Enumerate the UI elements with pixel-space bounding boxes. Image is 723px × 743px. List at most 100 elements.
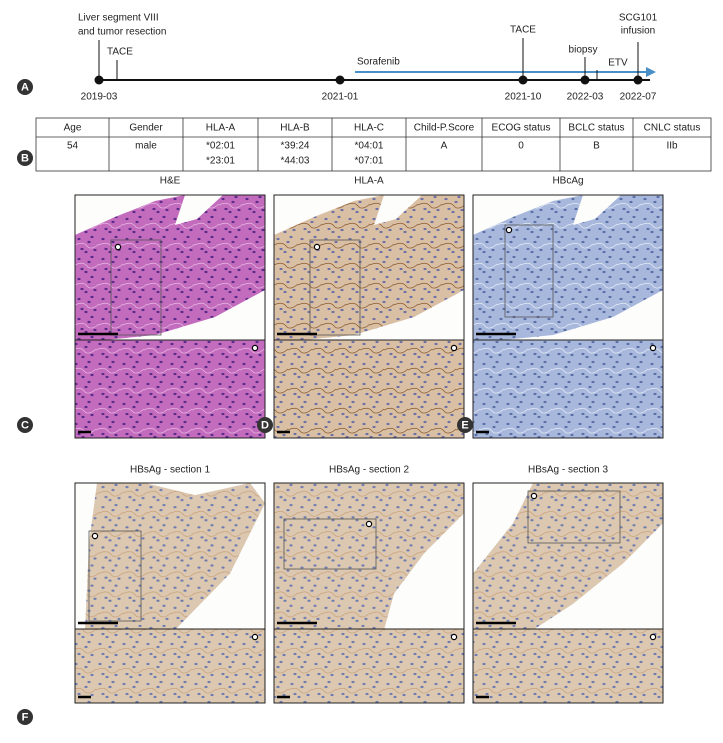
table-cell: B [593, 141, 600, 152]
zoom-box [527, 490, 621, 544]
zoom-box [283, 518, 377, 570]
panel-label: B [21, 152, 29, 164]
image-frame [74, 339, 266, 439]
panel-label-badge [457, 417, 473, 433]
zoom-image [274, 629, 464, 703]
marker [450, 344, 458, 352]
panel-title: HBcAg [552, 176, 583, 187]
panel-label-badge [17, 79, 33, 95]
panel-label-badge [17, 150, 33, 166]
zoom-image [473, 629, 663, 703]
marker [530, 492, 538, 500]
zoom-image [75, 340, 265, 438]
table-cell: *02:01 [206, 141, 235, 152]
event-label: Liver segment VIII [78, 13, 159, 24]
marker [114, 243, 122, 251]
table-cell: 0 [518, 141, 524, 152]
table-header: HLA-B [280, 123, 310, 134]
date-label: 2021-10 [505, 92, 542, 103]
zoom-image [274, 340, 464, 438]
histology: H&E HLA-A HBcAg HBsAg - section 1 HBsAg - se… [74, 176, 664, 704]
marker [649, 344, 657, 352]
date-label: 2021-01 [322, 92, 359, 103]
panel-title: HBsAg - section 2 [329, 465, 409, 476]
event-label: TACE [107, 47, 133, 58]
table-cell: *04:01 [355, 141, 384, 152]
tissue [473, 195, 663, 340]
panel-label: F [22, 711, 29, 723]
panel-label: C [21, 419, 29, 431]
panel-label-badge [17, 417, 33, 433]
zoom-box [88, 530, 142, 622]
table-cell: *39:24 [281, 141, 310, 152]
tissue [85, 483, 265, 631]
table-header: Age [64, 123, 82, 134]
panel-title: H&E [160, 176, 181, 187]
event-label: TACE [510, 25, 536, 36]
table-border [35, 117, 712, 172]
marker [251, 344, 259, 352]
image-frame [472, 339, 664, 439]
marker [91, 532, 99, 540]
tissue [473, 483, 663, 631]
image-frame [74, 628, 266, 704]
table-cell: 54 [67, 141, 79, 152]
marker [505, 226, 513, 234]
panel-label: A [21, 81, 29, 93]
zoom-box [504, 224, 554, 318]
panel-label-badge [17, 709, 33, 725]
panel-title: HLA-A [354, 176, 384, 187]
tissue [75, 195, 265, 340]
date-label: 2019-03 [81, 92, 118, 103]
event-label: Sorafenib [357, 57, 400, 68]
marker [251, 633, 259, 641]
marker [649, 633, 657, 641]
event-dot [518, 75, 528, 85]
date-label: 2022-03 [567, 92, 604, 103]
table-cell: A [441, 141, 448, 152]
panel-label: D [261, 419, 269, 431]
event-dot [335, 75, 345, 85]
zoom-box [110, 239, 162, 336]
event-label: ETV [608, 58, 628, 69]
table-header: HLA-A [206, 123, 236, 134]
event-dot [94, 75, 104, 85]
zoom-image [473, 340, 663, 438]
event-label: biopsy [569, 45, 598, 56]
event-dot [580, 75, 590, 85]
marker [365, 520, 373, 528]
panel-label-badge [257, 417, 273, 433]
timeline: Liver segment VIII and tumor resection T… [78, 13, 658, 103]
image-frame [273, 339, 465, 439]
event-label: and tumor resection [78, 27, 166, 38]
table-cell: male [135, 141, 157, 152]
panel-title: HBsAg - section 3 [528, 465, 608, 476]
table-header: HLA-C [354, 123, 384, 134]
image-frame [273, 628, 465, 704]
table-cell: *07:01 [355, 156, 384, 167]
tissue [274, 195, 464, 340]
panel-label: E [461, 419, 468, 431]
panel-title: HBsAg - section 1 [130, 465, 210, 476]
table-header: ECOG status [492, 123, 551, 134]
event-dot [633, 75, 643, 85]
table-header: Gender [129, 123, 163, 134]
patient-table: Age 54 Gender male HLA-A *02:01 *23:01 HLA-B *39… [35, 117, 712, 172]
marker [450, 633, 458, 641]
table-header: CNLC status [644, 123, 701, 134]
event-label: SCG101 [619, 13, 658, 24]
table-header: BCLC status [568, 123, 624, 134]
event-label: infusion [621, 26, 655, 37]
date-label: 2022-07 [620, 92, 657, 103]
table-cell: *23:01 [206, 156, 235, 167]
marker [313, 243, 321, 251]
zoom-image [75, 629, 265, 703]
image-frame [472, 628, 664, 704]
table-header: Child-P.Score [414, 123, 475, 134]
table-cell: IIb [666, 141, 678, 152]
table-cell: *44:03 [281, 156, 310, 167]
tissue [274, 483, 464, 631]
panel-labels: A B C D E F [17, 79, 473, 725]
arrow-head [646, 67, 656, 77]
